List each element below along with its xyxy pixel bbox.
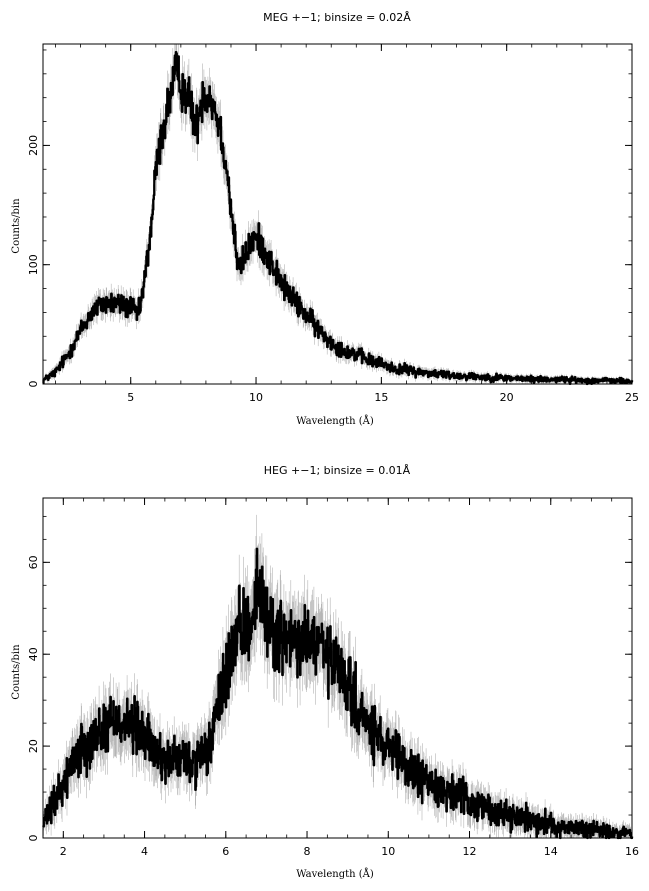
meg-x-tick-label: 20 — [500, 391, 514, 404]
meg-y-tick-label: 100 — [27, 254, 40, 275]
meg-panel: MEG +−1; binsize = 0.02Å 5 10 15 20 25 0 100 20… — [11, 11, 639, 427]
heg-y-tick-label: 20 — [27, 739, 40, 753]
meg-x-tick-label: 10 — [249, 391, 263, 404]
heg-x-tick-label: 12 — [463, 845, 477, 858]
heg-y-tick-label: 40 — [27, 647, 40, 661]
heg-x-tick-label: 8 — [304, 845, 311, 858]
heg-x-tick-label: 10 — [381, 845, 395, 858]
meg-error-bars — [42, 44, 633, 384]
heg-ticks: 2 4 6 8 10 12 14 16 0 20 40 60 — [27, 498, 639, 858]
meg-x-axis-label: Wavelength (Å) — [296, 415, 374, 427]
meg-x-tick-label: 5 — [127, 391, 134, 404]
meg-x-tick-label: 25 — [625, 391, 639, 404]
heg-x-tick-label: 14 — [544, 845, 558, 858]
heg-x-tick-label: 16 — [625, 845, 639, 858]
meg-title: MEG +−1; binsize = 0.02Å — [263, 11, 411, 24]
heg-title: HEG +−1; binsize = 0.01Å — [264, 464, 411, 477]
heg-y-tick-label: 0 — [27, 835, 40, 842]
meg-x-tick-label: 15 — [374, 391, 388, 404]
heg-panel: HEG +−1; binsize = 0.01Å 2 4 6 8 10 12 14 16 0 20… — [11, 464, 639, 880]
heg-plot-frame — [42, 497, 633, 839]
heg-y-tick-label: 60 — [27, 555, 40, 569]
heg-y-axis-label: Counts/bin — [11, 644, 22, 700]
heg-x-tick-label: 6 — [222, 845, 229, 858]
meg-y-axis-label: Counts/bin — [11, 198, 22, 254]
meg-ticks: 5 10 15 20 25 0 100 200 — [27, 44, 639, 404]
heg-x-tick-label: 4 — [141, 845, 148, 858]
heg-x-axis-label: Wavelength (Å) — [296, 868, 374, 880]
meg-spectrum-line — [42, 51, 634, 386]
heg-x-tick-label: 2 — [60, 845, 67, 858]
meg-y-tick-label: 0 — [27, 381, 40, 388]
meg-y-tick-label: 200 — [27, 135, 40, 156]
heg-spectrum-line — [42, 547, 634, 840]
meg-plot-frame — [42, 43, 633, 385]
